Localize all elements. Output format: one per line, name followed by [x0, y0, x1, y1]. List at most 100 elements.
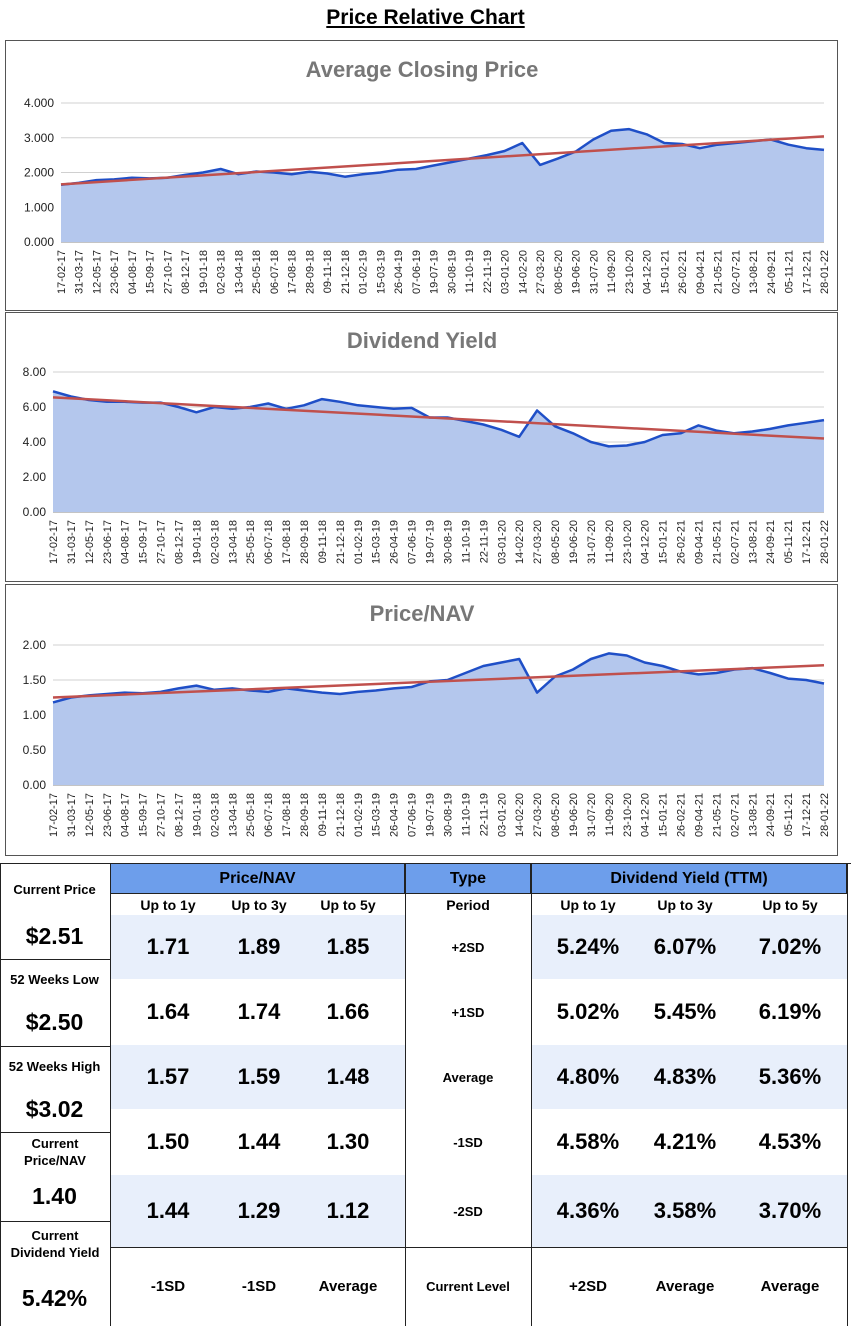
x-tick-label: 19-06-20 — [568, 793, 580, 837]
y-tick-label: 1.50 — [23, 673, 47, 687]
area-fill — [61, 129, 824, 242]
valuation-table: Current Price $2.51 52 Weeks Low $2.50 5… — [0, 863, 851, 1326]
price-nav-value: 1.71 — [146, 934, 190, 959]
x-tick-label: 28-09-18 — [299, 793, 311, 837]
x-tick-label: 17-02-17 — [48, 520, 60, 564]
sd-level-label: +1SD — [451, 1004, 485, 1020]
x-tick-label: 25-05-18 — [251, 250, 263, 294]
current-level-dividend: Average — [655, 1278, 715, 1295]
x-tick-label: 23-10-20 — [622, 520, 634, 564]
x-tick-label: 08-05-20 — [550, 793, 562, 837]
x-tick-label: 07-06-19 — [407, 520, 419, 564]
x-tick-label: 06-07-18 — [263, 520, 275, 564]
x-tick-label: 02-07-21 — [730, 250, 742, 294]
x-tick-label: 15-03-19 — [371, 793, 383, 837]
price-nav-value: 1.74 — [237, 999, 281, 1024]
trend-line — [52, 396, 825, 440]
x-tick-label: 21-05-21 — [711, 793, 723, 837]
sd-level-label: -1SD — [453, 1134, 483, 1150]
price-nav-header: Price/NAV — [110, 863, 405, 894]
x-tick-label: 04-08-17 — [127, 250, 139, 294]
x-tick-label: 13-08-21 — [748, 250, 760, 294]
x-tick-label: 15-09-17 — [138, 793, 150, 837]
x-tick-label: 13-04-18 — [227, 793, 239, 837]
x-tick-label: 05-11-21 — [783, 520, 795, 563]
x-tick-label: 27-03-20 — [532, 520, 544, 564]
current-level-price-nav: -1SD — [150, 1278, 186, 1295]
period-col-header: Period — [446, 896, 490, 913]
x-tick-label: 26-02-21 — [676, 793, 688, 837]
x-tick-label: 27-10-17 — [156, 520, 168, 564]
x-tick-label: 04-08-17 — [120, 793, 132, 837]
x-tick-label: 22-11-19 — [478, 793, 490, 836]
x-tick-label: 15-09-17 — [145, 250, 157, 294]
price-nav-value: 1.57 — [146, 1064, 190, 1089]
x-tick-label: 09-04-21 — [695, 250, 707, 294]
type-header: Type — [405, 863, 531, 894]
x-tick-label: 23-06-17 — [102, 520, 114, 564]
x-tick-label: 31-07-20 — [586, 520, 598, 564]
x-tick-label: 11-10-19 — [464, 250, 476, 293]
x-tick-label: 26-02-21 — [676, 520, 688, 564]
x-tick-label: 31-03-17 — [66, 520, 78, 564]
x-tick-label: 28-01-22 — [819, 250, 831, 294]
x-tick-label: 14-02-20 — [514, 793, 526, 837]
y-tick-label: 1.000 — [24, 200, 54, 214]
y-tick-label: 0.00 — [23, 778, 47, 792]
x-tick-label: 31-03-17 — [74, 250, 86, 294]
x-tick-label: 19-01-18 — [191, 520, 203, 564]
area-fill — [53, 653, 824, 785]
x-tick-label: 27-10-17 — [156, 793, 168, 837]
x-tick-label: 15-03-19 — [375, 250, 387, 294]
price-nav-value: 1.44 — [146, 1198, 190, 1223]
x-tick-label: 17-12-21 — [801, 793, 813, 837]
x-tick-label: 11-09-20 — [604, 520, 616, 563]
x-tick-label: 12-05-17 — [91, 250, 103, 294]
x-tick-label: 01-02-19 — [353, 520, 365, 564]
x-tick-label: 13-04-18 — [227, 520, 239, 564]
x-tick-label: 25-05-18 — [245, 520, 257, 564]
x-tick-label: 08-05-20 — [553, 250, 565, 294]
x-tick-label: 28-01-22 — [819, 520, 831, 564]
price-nav-value: 1.85 — [326, 934, 370, 959]
area-fill — [53, 391, 824, 512]
x-tick-label: 19-01-18 — [191, 793, 203, 837]
dividend-yield-value: 3.70% — [758, 1198, 822, 1223]
current-level-price-nav: -1SD — [241, 1278, 277, 1295]
x-tick-label: 15-09-17 — [138, 520, 150, 564]
chart-title: Average Closing Price — [306, 57, 539, 82]
price-nav-col-header: Up to 1y — [140, 896, 196, 913]
current-level-dividend: +2SD — [569, 1278, 607, 1295]
y-tick-label: 6.00 — [23, 400, 47, 414]
high-52w-label: 52 Weeks High — [8, 1059, 101, 1074]
x-tick-label: 15-01-21 — [658, 793, 670, 837]
x-tick-label: 24-09-21 — [765, 520, 777, 564]
x-tick-label: 21-12-18 — [340, 250, 352, 294]
x-tick-label: 09-11-18 — [317, 520, 329, 563]
x-tick-label: 25-05-18 — [245, 793, 257, 837]
current-level-label: Current Level — [426, 1279, 510, 1294]
x-tick-label: 31-03-17 — [66, 793, 78, 837]
price-nav-value: 1.66 — [326, 999, 370, 1024]
x-tick-label: 21-05-21 — [711, 520, 723, 564]
x-tick-label: 08-12-17 — [174, 520, 186, 564]
x-tick-label: 30-08-19 — [442, 520, 454, 564]
x-tick-label: 02-07-21 — [729, 793, 741, 837]
x-tick-label: 17-12-21 — [801, 520, 813, 564]
x-tick-label: 23-06-17 — [102, 793, 114, 837]
dividend-yield-value: 6.19% — [758, 999, 822, 1024]
x-tick-label: 23-06-17 — [109, 250, 121, 294]
x-tick-label: 27-03-20 — [532, 793, 544, 837]
y-tick-label: 0.00 — [23, 505, 47, 519]
dividend-yield-value: 4.83% — [653, 1064, 717, 1089]
current-price-value: $2.51 — [25, 923, 84, 949]
price-nav-col-header: Up to 3y — [231, 896, 287, 913]
x-tick-label: 30-08-19 — [446, 250, 458, 294]
dividend-yield-value: 6.07% — [653, 934, 717, 959]
x-tick-label: 19-07-19 — [425, 520, 437, 564]
high-52w-value: $3.02 — [25, 1096, 84, 1122]
price-nav-value: 1.44 — [237, 1129, 281, 1154]
dividend-yield-value: 4.58% — [556, 1129, 620, 1154]
x-tick-label: 09-11-18 — [317, 793, 329, 836]
dividend-yield-value: 4.53% — [758, 1129, 822, 1154]
